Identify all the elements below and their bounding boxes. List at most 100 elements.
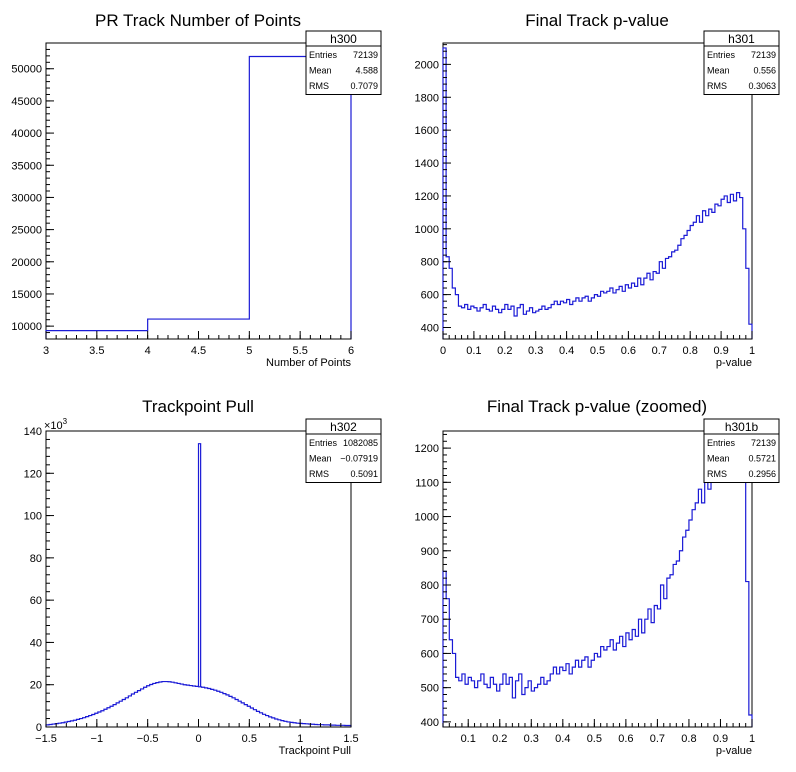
stats-box-title: h301 xyxy=(728,32,755,46)
x-tick-label: 1 xyxy=(749,345,755,357)
x-tick-label: 0.5 xyxy=(242,733,257,745)
x-tick-label: 0 xyxy=(195,733,201,745)
x-tick-label: 0.7 xyxy=(652,345,667,357)
y-tick-label: 800 xyxy=(421,580,439,592)
y-tick-label: 800 xyxy=(421,257,439,269)
stats-label: RMS xyxy=(707,81,727,91)
stats-label: RMS xyxy=(309,81,329,91)
stats-box: h300 Entries 72139 Mean 4.588 RMS 0.7079 xyxy=(305,30,382,95)
histogram-series-line xyxy=(45,680,352,727)
x-tick-label: 0.2 xyxy=(497,345,512,357)
x-tick-label: 3 xyxy=(43,345,49,357)
x-tick-label: 4.5 xyxy=(191,345,206,357)
y-tick-label: 900 xyxy=(421,546,439,558)
stats-value: 72139 xyxy=(751,438,776,448)
chart-title: Final Track p-value (zoomed) xyxy=(487,397,707,416)
y-tick-label: 400 xyxy=(421,322,439,334)
x-tick-label: 0.5 xyxy=(590,345,605,357)
stats-box-title: h301b xyxy=(725,420,759,434)
stats-value: 0.7079 xyxy=(350,81,378,91)
y-tick-label: 25000 xyxy=(11,225,42,237)
x-tick-label: 3.5 xyxy=(89,345,104,357)
x-tick-label: 4 xyxy=(145,345,151,357)
stats-label: Mean xyxy=(707,454,730,464)
histogram-series-line xyxy=(45,55,352,339)
x-tick-label: 0.4 xyxy=(555,733,570,745)
y-tick-label: 60 xyxy=(30,595,42,607)
stats-box-frame xyxy=(703,418,780,483)
x-tick-label: 0.3 xyxy=(524,733,539,745)
stats-value: 0.556 xyxy=(753,66,776,76)
stats-label: Mean xyxy=(309,454,332,464)
x-tick-label: 0.8 xyxy=(683,345,698,357)
stats-box-frame xyxy=(305,418,382,483)
plot-frame xyxy=(45,42,352,340)
stats-value: 0.3063 xyxy=(748,81,776,91)
stats-box-frame xyxy=(703,30,780,95)
x-tick-label: 0.2 xyxy=(492,733,507,745)
y-tick-label: 1000 xyxy=(415,512,439,524)
histogram-series-line xyxy=(442,440,753,727)
stats-label: Entries xyxy=(707,50,736,60)
stats-value: 0.2956 xyxy=(748,469,776,479)
stats-label: Mean xyxy=(309,66,332,76)
y-tick-label: 2000 xyxy=(415,59,439,71)
x-tick-label: 6 xyxy=(348,345,354,357)
stats-value: 0.5721 xyxy=(748,454,776,464)
x-axis-label: p-value xyxy=(716,357,752,369)
stats-label: Entries xyxy=(309,438,338,448)
y-tick-label: 35000 xyxy=(11,160,42,172)
x-tick-label: 0.1 xyxy=(461,733,476,745)
histogram-spike xyxy=(197,443,202,687)
y-tick-label: 45000 xyxy=(11,96,42,108)
y-tick-label: 1200 xyxy=(415,443,439,455)
histogram-series-line xyxy=(442,47,753,339)
y-tick-label: 400 xyxy=(421,717,439,729)
y-tick-label: 120 xyxy=(24,468,42,480)
stats-value: 72139 xyxy=(353,50,378,60)
stats-box-title: h300 xyxy=(330,32,357,46)
histogram-panel-h300: PR Track Number of Points 3 3.5 4 4.5 5 5.5 6 10… xyxy=(11,11,354,369)
x-tick-label: 0.4 xyxy=(559,345,574,357)
histogram-panel-h301b: Final Track p-value (zoomed) 0.1 0.2 0.3 0.4… xyxy=(415,397,756,757)
y-tick-label: 500 xyxy=(421,683,439,695)
stats-box: h302 Entries 1082085 Mean −0.07919 RMS 0.5091 xyxy=(305,418,382,483)
histogram-panel-h302: Trackpoint Pull −1.5 −1 −0.5 0 0.5 1 1.5 0 20 40 60… xyxy=(24,397,359,757)
stats-box: h301b Entries 72139 Mean 0.5721 RMS 0.2956 xyxy=(703,418,780,483)
x-tick-label: 1.5 xyxy=(343,733,358,745)
stats-label: Entries xyxy=(309,50,338,60)
x-tick-label: 0.3 xyxy=(528,345,543,357)
x-axis-label: Trackpoint Pull xyxy=(279,745,351,757)
y-tick-label: 1000 xyxy=(415,224,439,236)
chart-title: Final Track p-value xyxy=(525,11,669,30)
y-tick-label: 100 xyxy=(24,511,42,523)
x-tick-label: 0 xyxy=(440,345,446,357)
y-tick-label: 1800 xyxy=(415,92,439,104)
y-tick-label: 0 xyxy=(36,722,42,734)
y-tick-label: 30000 xyxy=(11,192,42,204)
x-axis-label: Number of Points xyxy=(266,357,351,369)
y-tick-label: 40 xyxy=(30,637,42,649)
chart-title: PR Track Number of Points xyxy=(95,11,301,30)
x-tick-label: 0.8 xyxy=(681,733,696,745)
stats-value: 4.588 xyxy=(355,66,378,76)
y-tick-label: 1600 xyxy=(415,125,439,137)
stats-label: Mean xyxy=(707,66,730,76)
stats-value: 0.5091 xyxy=(350,469,378,479)
stats-label: RMS xyxy=(707,469,727,479)
y-axis-multiplier: ×103 xyxy=(44,417,68,432)
y-tick-label: 600 xyxy=(421,648,439,660)
x-tick-label: 1 xyxy=(297,733,303,745)
x-tick-label: −0.5 xyxy=(137,733,159,745)
y-tick-label: 1100 xyxy=(415,477,439,489)
stats-label: Entries xyxy=(707,438,736,448)
y-tick-label: 1200 xyxy=(415,191,439,203)
y-tick-label: 1400 xyxy=(415,158,439,170)
y-tick-label: 140 xyxy=(24,426,42,438)
stats-box-title: h302 xyxy=(330,420,357,434)
y-tick-label: 50000 xyxy=(11,64,42,76)
y-tick-label: 80 xyxy=(30,553,42,565)
x-tick-label: 0.7 xyxy=(650,733,665,745)
stats-label: RMS xyxy=(309,469,329,479)
x-tick-label: 0.1 xyxy=(466,345,481,357)
